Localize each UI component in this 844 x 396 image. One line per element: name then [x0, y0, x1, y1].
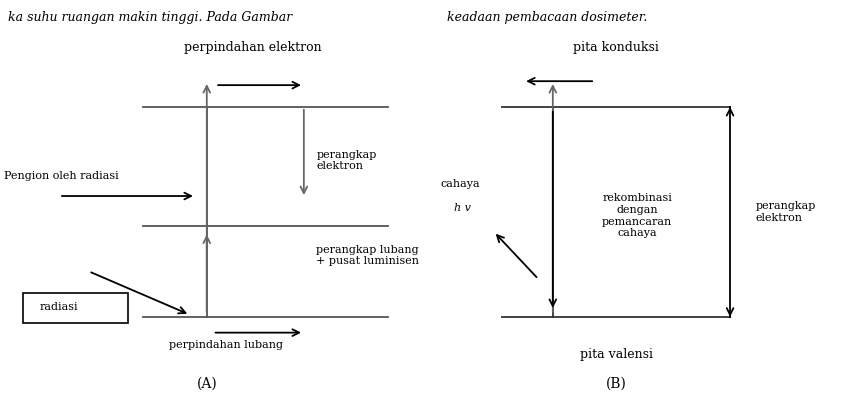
Text: rekombinasi
dengan
pemancaran
cahaya: rekombinasi dengan pemancaran cahaya	[602, 193, 673, 238]
Text: perpindahan elektron: perpindahan elektron	[184, 41, 322, 54]
Text: pita konduksi: pita konduksi	[573, 41, 659, 54]
Text: (A): (A)	[197, 377, 217, 391]
Text: perangkap lubang
+ pusat luminisen: perangkap lubang + pusat luminisen	[316, 245, 419, 266]
Text: h v: h v	[454, 203, 471, 213]
Text: radiasi: radiasi	[40, 302, 78, 312]
Text: perangkap
elektron: perangkap elektron	[316, 150, 377, 171]
Text: ka suhu ruangan makin tinggi. Pada Gambar: ka suhu ruangan makin tinggi. Pada Gamba…	[8, 11, 293, 24]
Text: Pengion oleh radiasi: Pengion oleh radiasi	[4, 171, 119, 181]
Text: pita valensi: pita valensi	[580, 348, 652, 361]
Text: keadaan pembacaan dosimeter.: keadaan pembacaan dosimeter.	[447, 11, 647, 24]
Text: (B): (B)	[606, 377, 626, 391]
Text: cahaya: cahaya	[441, 179, 479, 189]
Text: perangkap
elektron: perangkap elektron	[755, 201, 816, 223]
FancyBboxPatch shape	[23, 293, 128, 323]
Text: perpindahan lubang: perpindahan lubang	[169, 339, 284, 350]
